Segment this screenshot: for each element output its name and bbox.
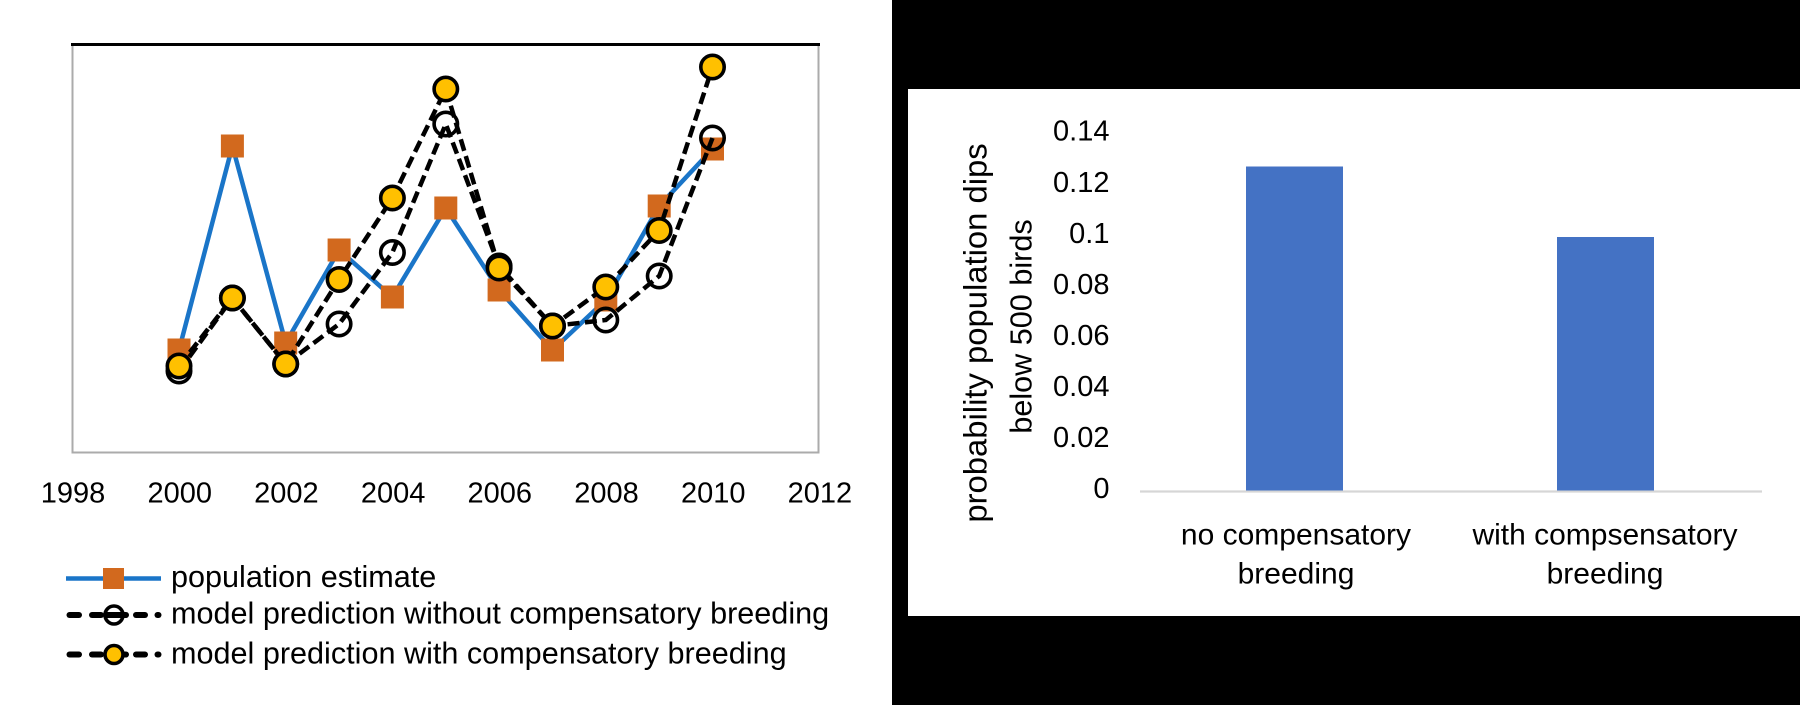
svg-text:2008: 2008 (574, 478, 639, 510)
svg-text:0.02: 0.02 (1053, 422, 1109, 454)
svg-text:0.06: 0.06 (1053, 320, 1109, 352)
svg-text:probability population dips: probability population dips (957, 143, 994, 522)
svg-text:below 500 birds: below 500 birds (1005, 219, 1039, 433)
svg-text:0.1: 0.1 (1069, 218, 1109, 250)
svg-text:breeding: breeding (1547, 558, 1664, 591)
svg-text:with compsensatory: with compsensatory (1471, 519, 1737, 552)
svg-text:2006: 2006 (468, 478, 533, 510)
svg-text:no compensatory: no compensatory (1181, 519, 1411, 552)
svg-text:0.08: 0.08 (1053, 269, 1109, 301)
svg-text:2002: 2002 (254, 478, 319, 510)
svg-text:2010: 2010 (681, 478, 746, 510)
svg-text:0.14: 0.14 (1053, 116, 1109, 148)
svg-text:2004: 2004 (361, 478, 426, 510)
svg-text:0.04: 0.04 (1053, 371, 1109, 403)
svg-text:0: 0 (1093, 473, 1109, 505)
svg-text:model prediction with compensa: model prediction with compensatory breed… (171, 637, 787, 671)
svg-text:2012: 2012 (788, 478, 853, 510)
svg-text:2000: 2000 (147, 478, 212, 510)
svg-text:breeding: breeding (1238, 558, 1355, 591)
svg-text:population estimate: population estimate (171, 560, 436, 594)
svg-text:1998: 1998 (41, 478, 106, 510)
svg-text:0.12: 0.12 (1053, 167, 1109, 199)
svg-text:model prediction without compe: model prediction without compensatory br… (171, 597, 829, 631)
